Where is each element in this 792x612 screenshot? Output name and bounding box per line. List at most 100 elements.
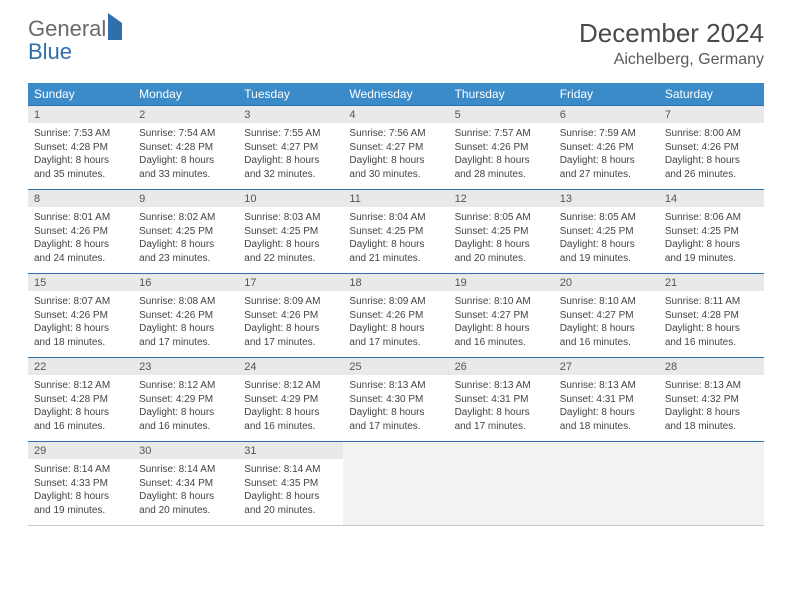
sunset-text: Sunset: 4:26 PM (139, 309, 232, 323)
day-info-row: Sunrise: 8:07 AMSunset: 4:26 PMDaylight:… (28, 291, 764, 358)
daylight-line2: and 19 minutes. (560, 252, 653, 266)
daylight-line2: and 30 minutes. (349, 168, 442, 182)
sunrise-text: Sunrise: 7:57 AM (455, 127, 548, 141)
day-cell: Sunrise: 8:12 AMSunset: 4:28 PMDaylight:… (28, 375, 133, 442)
sunset-text: Sunset: 4:28 PM (34, 393, 127, 407)
day-info-row: Sunrise: 8:01 AMSunset: 4:26 PMDaylight:… (28, 207, 764, 274)
daylight-line2: and 19 minutes. (34, 504, 127, 518)
sunrise-text: Sunrise: 8:13 AM (665, 379, 758, 393)
logo-general: General (28, 16, 106, 41)
sunset-text: Sunset: 4:33 PM (34, 477, 127, 491)
sunset-text: Sunset: 4:25 PM (349, 225, 442, 239)
day-number-row: 1234567 (28, 106, 764, 124)
sunrise-text: Sunrise: 8:10 AM (560, 295, 653, 309)
day-of-week-row: Sunday Monday Tuesday Wednesday Thursday… (28, 83, 764, 106)
daylight-line1: Daylight: 8 hours (665, 406, 758, 420)
sunrise-text: Sunrise: 8:12 AM (139, 379, 232, 393)
daylight-line1: Daylight: 8 hours (244, 238, 337, 252)
sunset-text: Sunset: 4:28 PM (665, 309, 758, 323)
day-number-row: 22232425262728 (28, 358, 764, 376)
daylight-line2: and 32 minutes. (244, 168, 337, 182)
daylight-line2: and 17 minutes. (455, 420, 548, 434)
sunrise-text: Sunrise: 8:02 AM (139, 211, 232, 225)
daylight-line2: and 17 minutes. (139, 336, 232, 350)
sunrise-text: Sunrise: 8:09 AM (244, 295, 337, 309)
sunset-text: Sunset: 4:26 PM (665, 141, 758, 155)
day-info-row: Sunrise: 7:53 AMSunset: 4:28 PMDaylight:… (28, 123, 764, 190)
daylight-line1: Daylight: 8 hours (665, 154, 758, 168)
daylight-line1: Daylight: 8 hours (139, 322, 232, 336)
logo: General Blue (28, 18, 122, 64)
day-cell (554, 459, 659, 526)
day-number: 11 (343, 190, 448, 208)
sunset-text: Sunset: 4:25 PM (139, 225, 232, 239)
sunset-text: Sunset: 4:25 PM (244, 225, 337, 239)
sunrise-text: Sunrise: 8:10 AM (455, 295, 548, 309)
day-cell: Sunrise: 7:59 AMSunset: 4:26 PMDaylight:… (554, 123, 659, 190)
daylight-line2: and 35 minutes. (34, 168, 127, 182)
day-number: 5 (449, 106, 554, 124)
daylight-line1: Daylight: 8 hours (34, 406, 127, 420)
daylight-line1: Daylight: 8 hours (139, 238, 232, 252)
sunrise-text: Sunrise: 8:13 AM (455, 379, 548, 393)
day-cell: Sunrise: 8:13 AMSunset: 4:32 PMDaylight:… (659, 375, 764, 442)
day-cell: Sunrise: 8:09 AMSunset: 4:26 PMDaylight:… (343, 291, 448, 358)
sunrise-text: Sunrise: 8:05 AM (560, 211, 653, 225)
sunrise-text: Sunrise: 8:04 AM (349, 211, 442, 225)
day-number: 19 (449, 274, 554, 292)
sunset-text: Sunset: 4:27 PM (244, 141, 337, 155)
dow-tuesday: Tuesday (238, 83, 343, 106)
sunset-text: Sunset: 4:26 PM (349, 309, 442, 323)
sunset-text: Sunset: 4:35 PM (244, 477, 337, 491)
daylight-line2: and 16 minutes. (665, 336, 758, 350)
day-number: 15 (28, 274, 133, 292)
day-number: 24 (238, 358, 343, 376)
day-cell: Sunrise: 7:54 AMSunset: 4:28 PMDaylight:… (133, 123, 238, 190)
day-info-row: Sunrise: 8:14 AMSunset: 4:33 PM Daylight:… (28, 459, 764, 526)
day-cell: Sunrise: 8:11 AMSunset: 4:28 PMDaylight:… (659, 291, 764, 358)
daylight-line1: Daylight: 8 hours (34, 322, 127, 336)
day-number: 2 (133, 106, 238, 124)
day-cell: Sunrise: 8:00 AMSunset: 4:26 PMDaylight:… (659, 123, 764, 190)
day-number: 6 (554, 106, 659, 124)
sunset-text: Sunset: 4:27 PM (349, 141, 442, 155)
daylight-line1: Daylight: 8 hours (244, 154, 337, 168)
day-cell: Sunrise: 8:06 AMSunset: 4:25 PMDaylight:… (659, 207, 764, 274)
sunrise-text: Sunrise: 7:55 AM (244, 127, 337, 141)
daylight-line1: Daylight: 8 hours (665, 238, 758, 252)
day-number (554, 442, 659, 460)
day-number: 20 (554, 274, 659, 292)
daylight-line1: Daylight: 8 hours (455, 154, 548, 168)
day-cell (659, 459, 764, 526)
sunrise-text: Sunrise: 7:53 AM (34, 127, 127, 141)
day-cell: Sunrise: 8:13 AMSunset: 4:31 PMDaylight:… (554, 375, 659, 442)
day-cell: Sunrise: 7:57 AMSunset: 4:26 PMDaylight:… (449, 123, 554, 190)
daylight-line1: Daylight: 8 hours (560, 238, 653, 252)
day-cell: Sunrise: 7:56 AMSunset: 4:27 PMDaylight:… (343, 123, 448, 190)
daylight-line2: and 16 minutes. (244, 420, 337, 434)
sunset-text: Sunset: 4:34 PM (139, 477, 232, 491)
dow-wednesday: Wednesday (343, 83, 448, 106)
daylight-line1: Daylight: 8 hours (244, 490, 337, 504)
daylight-line2: and 16 minutes. (455, 336, 548, 350)
day-cell: Sunrise: 8:08 AMSunset: 4:26 PMDaylight:… (133, 291, 238, 358)
day-number-row: 15161718192021 (28, 274, 764, 292)
day-cell: Sunrise: 7:55 AMSunset: 4:27 PMDaylight:… (238, 123, 343, 190)
day-cell (343, 459, 448, 526)
sunset-text: Sunset: 4:26 PM (455, 141, 548, 155)
daylight-line2: and 18 minutes. (665, 420, 758, 434)
day-number: 31 (238, 442, 343, 460)
sunset-text: Sunset: 4:29 PM (244, 393, 337, 407)
sunrise-text: Sunrise: 8:14 AM (34, 463, 127, 477)
day-cell: Sunrise: 8:12 AMSunset: 4:29 PMDaylight:… (133, 375, 238, 442)
sunset-text: Sunset: 4:31 PM (455, 393, 548, 407)
dow-sunday: Sunday (28, 83, 133, 106)
dow-thursday: Thursday (449, 83, 554, 106)
daylight-line2: and 27 minutes. (560, 168, 653, 182)
sunset-text: Sunset: 4:25 PM (665, 225, 758, 239)
day-cell: Sunrise: 8:05 AMSunset: 4:25 PMDaylight:… (554, 207, 659, 274)
daylight-line1: Daylight: 8 hours (139, 154, 232, 168)
daylight-line2: and 18 minutes. (34, 336, 127, 350)
day-number (343, 442, 448, 460)
daylight-line2: and 16 minutes. (34, 420, 127, 434)
